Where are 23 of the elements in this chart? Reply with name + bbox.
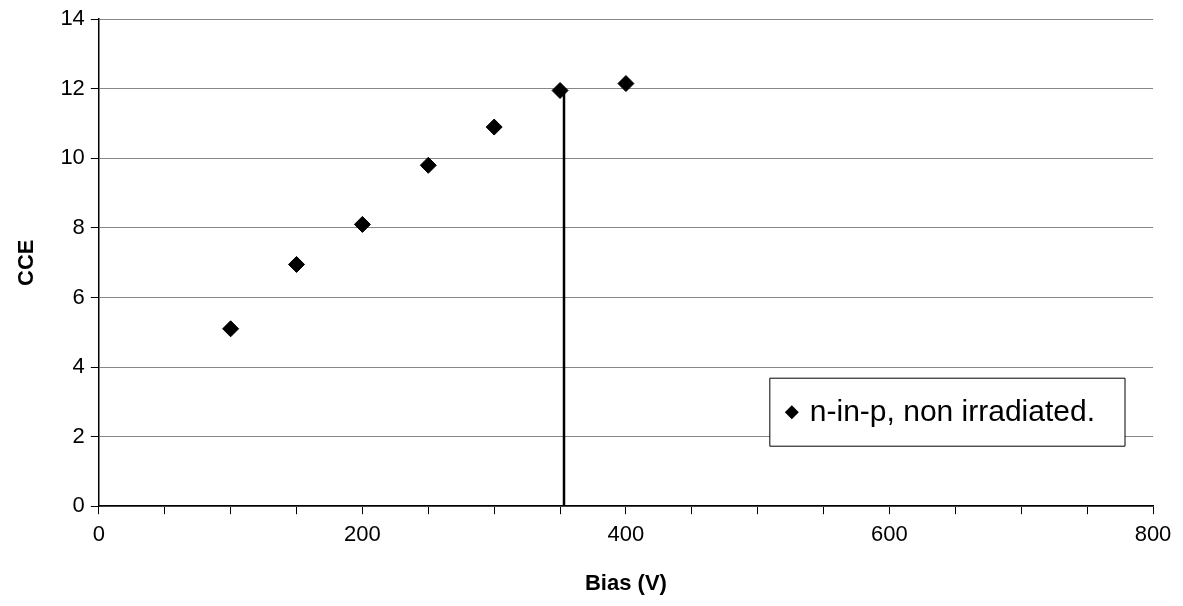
- y-axis-title: CCE: [13, 239, 39, 286]
- y-tick-label: 0: [72, 492, 85, 518]
- x-axis-title: Bias (V): [584, 569, 667, 595]
- point: [222, 320, 240, 338]
- y-tick-label: 4: [72, 353, 85, 379]
- point: [617, 75, 635, 93]
- point: [485, 118, 503, 136]
- point: [288, 255, 306, 273]
- y-tick-label: 12: [60, 74, 85, 100]
- x-tick-label: 400: [607, 521, 645, 547]
- point: [353, 215, 371, 233]
- y-tick-label: 14: [60, 5, 85, 31]
- y-tick-label: 10: [60, 144, 85, 170]
- point: [419, 156, 437, 174]
- point: [551, 82, 569, 100]
- legend-label: n-in-p, non irradiated.: [809, 394, 1096, 428]
- y-tick-label: 8: [72, 213, 85, 239]
- x-tick-label: 800: [1134, 521, 1172, 547]
- y-tick-label: 2: [72, 422, 85, 448]
- x-tick-label: 200: [344, 521, 381, 547]
- x-tick-label: 600: [871, 521, 908, 547]
- x-tick-label: 0: [92, 521, 105, 547]
- y-tick-label: 6: [72, 283, 85, 309]
